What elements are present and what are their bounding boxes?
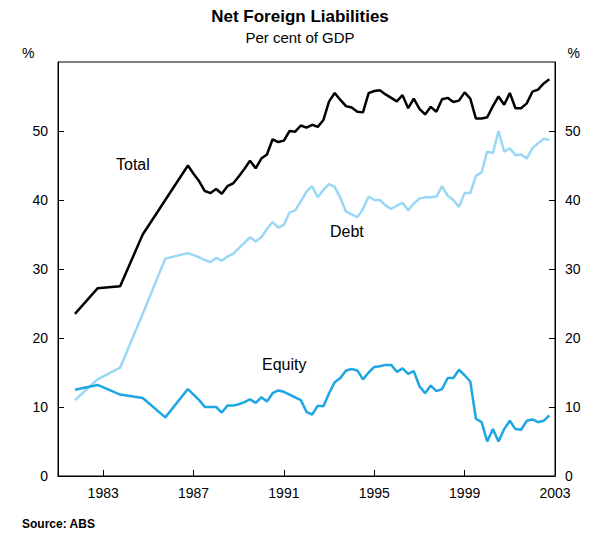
svg-text:Net Foreign Liabilities: Net Foreign Liabilities xyxy=(211,7,389,26)
svg-text:%: % xyxy=(22,45,34,61)
svg-text:30: 30 xyxy=(565,261,581,277)
svg-text:0: 0 xyxy=(565,468,573,484)
svg-text:Total: Total xyxy=(116,156,150,173)
svg-text:1991: 1991 xyxy=(268,485,299,501)
svg-text:0: 0 xyxy=(40,468,48,484)
svg-text:20: 20 xyxy=(32,330,48,346)
svg-text:1995: 1995 xyxy=(359,485,390,501)
svg-text:Source: ABS: Source: ABS xyxy=(22,517,95,531)
svg-text:Debt: Debt xyxy=(330,223,364,240)
svg-text:10: 10 xyxy=(565,399,581,415)
svg-text:2003: 2003 xyxy=(539,485,570,501)
svg-text:1987: 1987 xyxy=(178,485,209,501)
svg-text:Equity: Equity xyxy=(262,356,306,373)
svg-text:%: % xyxy=(568,45,580,61)
svg-text:10: 10 xyxy=(32,399,48,415)
svg-text:40: 40 xyxy=(565,192,581,208)
svg-text:30: 30 xyxy=(32,261,48,277)
svg-text:20: 20 xyxy=(565,330,581,346)
svg-text:50: 50 xyxy=(565,123,581,139)
svg-text:50: 50 xyxy=(32,123,48,139)
svg-text:1983: 1983 xyxy=(88,485,119,501)
svg-text:40: 40 xyxy=(32,192,48,208)
svg-text:Per cent of GDP: Per cent of GDP xyxy=(245,29,354,46)
svg-text:1999: 1999 xyxy=(449,485,480,501)
